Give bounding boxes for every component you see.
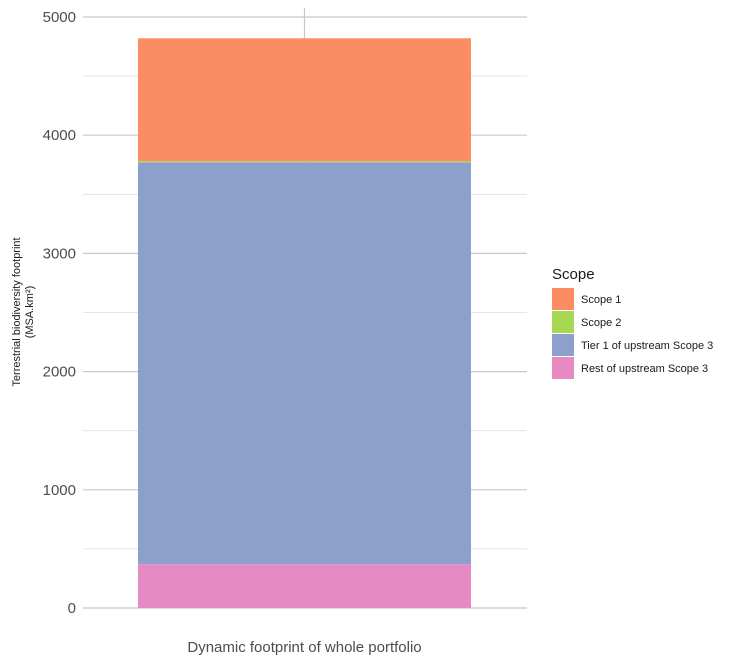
x-tick-label: Dynamic footprint of whole portfolio [187,639,421,656]
y-tick-label: 2000 [43,364,76,381]
y-tick-label: 4000 [43,127,76,144]
legend-key [552,357,574,379]
bar-segment-scope-2 [138,161,471,163]
legend-key [552,288,574,310]
y-tick-label: 1000 [43,482,76,499]
legend-title: Scope [552,266,595,283]
y-axis-ticks: 0 1000 2000 3000 4000 5000 [43,9,76,617]
y-tick-label: 5000 [43,9,76,26]
bar-segment-rest-of-upstream-scope-3 [138,564,471,608]
y-axis-title-line2: (MSA.km²) [24,286,36,339]
y-tick-label: 0 [68,600,76,617]
legend-label: Scope 2 [581,317,621,329]
legend-label: Rest of upstream Scope 3 [581,363,708,375]
bar-segment-scope-1 [138,38,471,162]
legend-label: Scope 1 [581,294,621,306]
legend-label: Tier 1 of upstream Scope 3 [581,340,713,352]
y-tick-label: 3000 [43,245,76,262]
bar-stack [138,38,471,608]
y-axis-title-line1: Terrestrial biodiversity footprint [11,237,23,386]
bar-segment-tier-1-of-upstream-scope-3 [138,162,471,565]
legend-key [552,334,574,356]
legend-key [552,311,574,333]
x-axis-ticks: Dynamic footprint of whole portfolio [187,639,421,656]
legend: Scope Scope 1 Scope 2 Tier 1 of upstream S… [552,266,713,379]
